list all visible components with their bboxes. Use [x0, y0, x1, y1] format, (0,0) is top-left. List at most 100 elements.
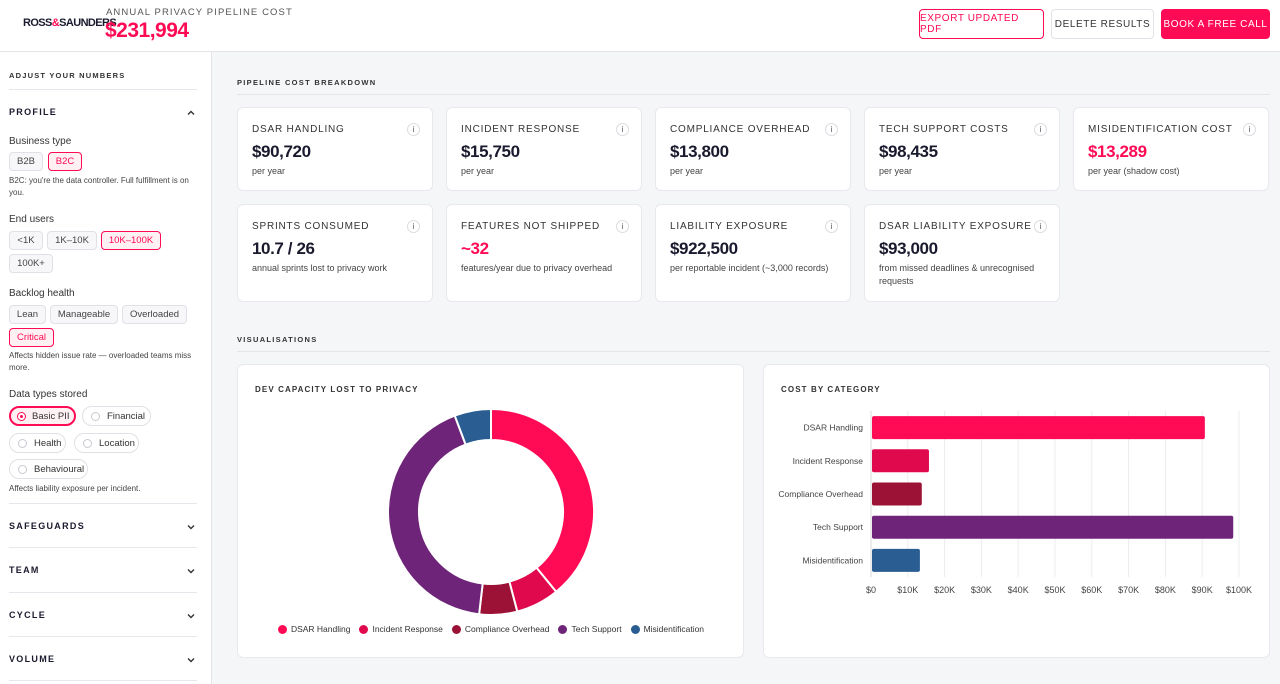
- chevron-down-icon[interactable]: [186, 611, 196, 621]
- legend-item-dsar-handling[interactable]: DSAR Handling: [277, 624, 351, 634]
- option-100k-plus[interactable]: 100K+: [9, 254, 53, 273]
- export-pdf-button[interactable]: EXPORT UPDATED PDF: [919, 9, 1044, 39]
- section-team-title[interactable]: TEAM: [9, 565, 40, 575]
- metric-card-incident-response: INCIDENT RESPONSE i $15,750 per year: [446, 107, 642, 191]
- bar-chart-panel: COST BY CATEGORY $0 $10K $20K $30K $40K $50K $…: [763, 364, 1270, 658]
- metric-card-compliance-overhead: COMPLIANCE OVERHEAD i $13,800 per year: [655, 107, 851, 191]
- metric-card-misidentification: MISIDENTIFICATION COST i $13,289 per yea…: [1073, 107, 1269, 191]
- info-icon[interactable]: i: [1034, 220, 1047, 233]
- metric-title: FEATURES NOT SHIPPED: [461, 221, 600, 232]
- donut-slice-tech-support: [387, 414, 484, 616]
- metric-value: $93,000: [879, 239, 938, 258]
- legend-item-incident-response[interactable]: Incident Response: [359, 624, 443, 634]
- option-b2c[interactable]: B2C: [48, 152, 82, 171]
- visualisations-heading: VISUALISATIONS: [237, 335, 318, 344]
- radio-icon: [18, 439, 27, 448]
- business-type-note: B2C: you're the data controller. Full fu…: [9, 176, 189, 197]
- info-icon[interactable]: i: [407, 220, 420, 233]
- business-type-label: Business type: [9, 136, 72, 147]
- section-safeguards-title[interactable]: SAFEGUARDS: [9, 521, 86, 531]
- metric-subtext: annual sprints lost to privacy work: [252, 263, 388, 273]
- metric-subtext: per year: [461, 166, 495, 176]
- top-bar: ROSS&SAUNDERS ANNUAL PRIVACY PIPELINE CO…: [0, 0, 1280, 52]
- metric-value: $13,800: [670, 142, 729, 161]
- metric-subtext: from missed deadlines & unrecognised req…: [879, 263, 1035, 286]
- option-overloaded[interactable]: Overloaded: [122, 305, 187, 324]
- section-volume-title[interactable]: VOLUME: [9, 654, 56, 664]
- divider: [9, 592, 197, 593]
- divider: [9, 503, 197, 504]
- info-icon[interactable]: i: [825, 220, 838, 233]
- donut-slice-misidentification: [453, 407, 492, 446]
- data-types-label: Data types stored: [9, 389, 88, 400]
- option-1k-10k[interactable]: 1K–10K: [47, 231, 97, 250]
- chevron-down-icon[interactable]: [186, 655, 196, 665]
- data-types-note: Affects liability exposure per incident.: [9, 484, 141, 493]
- legend-swatch: [630, 624, 640, 634]
- metric-value: $922,500: [670, 239, 738, 258]
- metric-card-features-not-shipped: FEATURES NOT SHIPPED i ~32 features/year…: [446, 204, 642, 302]
- divider: [9, 89, 197, 90]
- info-icon[interactable]: i: [407, 123, 420, 136]
- x-tick-label: $30K: [971, 585, 992, 595]
- info-icon[interactable]: i: [1243, 123, 1256, 136]
- option-health[interactable]: Health: [9, 433, 66, 453]
- y-category-label: Tech Support: [813, 522, 864, 532]
- book-call-button[interactable]: BOOK A FREE CALL: [1161, 9, 1270, 39]
- chevron-down-icon[interactable]: [186, 566, 196, 576]
- x-tick-label: $40K: [1008, 585, 1029, 595]
- metric-title: MISIDENTIFICATION COST: [1088, 124, 1233, 135]
- metric-title: DSAR LIABILITY EXPOSURE: [879, 221, 1032, 232]
- info-icon[interactable]: i: [1034, 123, 1047, 136]
- metric-title: COMPLIANCE OVERHEAD: [670, 124, 811, 135]
- x-tick-label: $100K: [1226, 585, 1252, 595]
- option-financial[interactable]: Financial: [82, 406, 151, 426]
- option-lean[interactable]: Lean: [9, 305, 46, 324]
- legend-item-tech-support[interactable]: Tech Support: [558, 624, 622, 634]
- divider: [237, 94, 1270, 95]
- info-icon[interactable]: i: [616, 123, 629, 136]
- metric-title: LIABILITY EXPOSURE: [670, 221, 789, 232]
- metric-value: $15,750: [461, 142, 520, 161]
- legend-swatch: [558, 624, 568, 634]
- bar-chart: $0 $10K $20K $30K $40K $50K $60K $70K $80K $90K $1…: [778, 411, 1252, 595]
- metric-subtext: per year: [252, 166, 286, 176]
- legend-label: Misidentification: [643, 624, 705, 634]
- donut-legend: DSAR Handling Incident Response Compliance…: [238, 624, 744, 634]
- divider: [237, 351, 1270, 352]
- section-cycle-title[interactable]: CYCLE: [9, 610, 47, 620]
- legend-label: DSAR Handling: [290, 624, 351, 634]
- metric-subtext: per year: [879, 166, 913, 176]
- option-behavioural[interactable]: Behavioural: [9, 459, 88, 479]
- radio-icon: [83, 439, 92, 448]
- metric-subtext: per reportable incident (~3,000 records): [670, 263, 829, 273]
- donut-chart: [387, 407, 595, 616]
- option-manageable[interactable]: Manageable: [50, 305, 118, 324]
- end-users-label: End users: [9, 214, 55, 225]
- legend-item-misidentification[interactable]: Misidentification: [630, 624, 705, 634]
- delete-results-button[interactable]: DELETE RESULTS: [1051, 9, 1154, 39]
- chevron-up-icon[interactable]: [186, 108, 196, 118]
- option-under-1k[interactable]: <1K: [9, 231, 43, 250]
- y-category-label: Misidentification: [803, 555, 864, 565]
- bar-compliance-overhead: [872, 482, 922, 506]
- option-location[interactable]: Location: [74, 433, 139, 453]
- section-profile-title[interactable]: PROFILE: [9, 107, 58, 117]
- backlog-note: Affects hidden issue rate — overloaded t…: [9, 351, 192, 372]
- divider: [9, 680, 197, 681]
- option-b2b[interactable]: B2B: [9, 152, 43, 171]
- chevron-down-icon[interactable]: [186, 522, 196, 532]
- info-icon[interactable]: i: [616, 220, 629, 233]
- bar-dsar-handling: [872, 416, 1205, 440]
- legend-item-compliance-overhead[interactable]: Compliance Overhead: [451, 624, 549, 634]
- brand-logo[interactable]: ROSS&SAUNDERS: [23, 17, 117, 29]
- metric-value: 10.7 / 26: [252, 239, 315, 258]
- bar-tech-support: [872, 515, 1234, 539]
- info-icon[interactable]: i: [825, 123, 838, 136]
- option-critical[interactable]: Critical: [9, 328, 54, 347]
- metric-value: $98,435: [879, 142, 938, 161]
- legend-swatch: [451, 624, 461, 634]
- option-10k-100k[interactable]: 10K–100K: [101, 231, 161, 250]
- divider: [9, 547, 197, 548]
- option-basic-pii[interactable]: Basic PII: [9, 406, 76, 426]
